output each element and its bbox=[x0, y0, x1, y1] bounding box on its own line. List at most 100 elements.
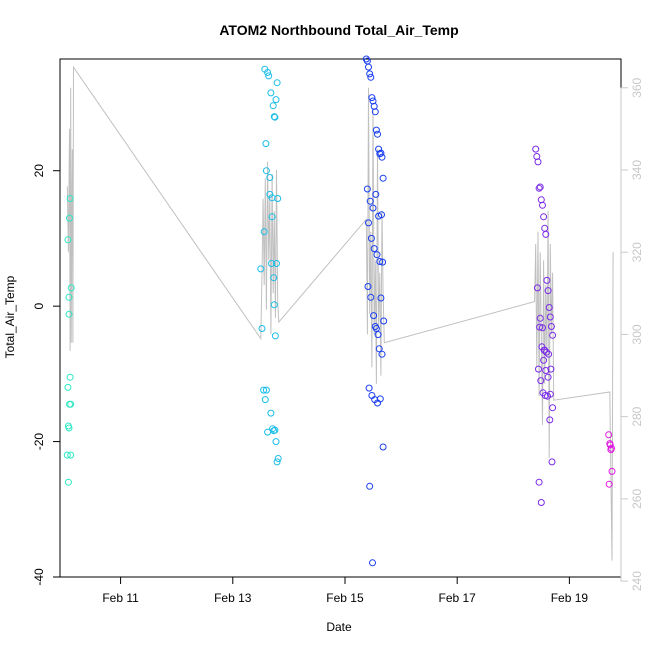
data-point bbox=[65, 310, 73, 318]
chart-title: ATOM2 Northbound Total_Air_Temp bbox=[219, 22, 458, 38]
data-point bbox=[544, 287, 552, 295]
data-point bbox=[545, 350, 553, 358]
data-point bbox=[539, 201, 546, 209]
data-point bbox=[542, 367, 550, 374]
data-point bbox=[540, 213, 548, 221]
data-point bbox=[548, 458, 556, 466]
data-point bbox=[543, 276, 551, 284]
data-point bbox=[377, 149, 385, 157]
data-point bbox=[606, 441, 614, 449]
data-point bbox=[536, 183, 544, 191]
data-point bbox=[270, 274, 278, 282]
data-point bbox=[371, 323, 379, 330]
data-point bbox=[547, 323, 555, 330]
y2-tick-label: 320 bbox=[630, 242, 644, 262]
data-point bbox=[365, 63, 372, 71]
data-point bbox=[64, 236, 72, 244]
data-point bbox=[546, 416, 554, 424]
y-tick-label: -20 bbox=[32, 433, 46, 451]
data-point bbox=[549, 404, 557, 412]
data-point bbox=[66, 400, 73, 408]
y-axis-label: Total_Air_Temp bbox=[3, 275, 17, 358]
data-point bbox=[374, 331, 382, 339]
data-point bbox=[605, 431, 613, 439]
data-point bbox=[371, 108, 379, 116]
data-point bbox=[273, 79, 281, 87]
y-tick-label: -40 bbox=[32, 568, 46, 586]
data-point bbox=[549, 331, 557, 339]
data-point bbox=[270, 113, 278, 121]
data-point bbox=[265, 72, 273, 80]
data-point bbox=[378, 211, 385, 219]
data-point bbox=[64, 478, 72, 486]
data-point bbox=[268, 260, 275, 267]
data-point bbox=[261, 396, 269, 404]
x-tick-label: Feb 19 bbox=[551, 591, 589, 605]
data-point bbox=[67, 451, 75, 459]
data-point bbox=[605, 480, 613, 488]
data-point bbox=[545, 304, 553, 311]
data-point bbox=[260, 228, 268, 236]
data-point bbox=[369, 559, 376, 567]
data-point bbox=[374, 130, 381, 138]
data-point bbox=[365, 219, 372, 227]
points-group bbox=[63, 55, 616, 567]
data-point bbox=[542, 348, 550, 356]
data-point bbox=[546, 313, 554, 321]
data-point bbox=[378, 153, 386, 161]
y2-tick-label: 240 bbox=[630, 571, 644, 591]
data-point bbox=[536, 323, 544, 331]
data-point bbox=[379, 258, 387, 266]
data-point bbox=[540, 356, 548, 364]
y2-tick-label: 360 bbox=[630, 77, 644, 97]
data-point bbox=[274, 455, 282, 462]
data-point bbox=[532, 145, 540, 153]
series-line bbox=[66, 65, 614, 561]
data-point bbox=[65, 293, 73, 301]
x-tick-label: Feb 17 bbox=[439, 591, 477, 605]
data-point bbox=[267, 89, 275, 97]
data-point bbox=[608, 444, 615, 452]
data-point bbox=[608, 467, 616, 475]
data-point bbox=[262, 386, 270, 394]
x-tick-label: Feb 11 bbox=[102, 591, 139, 605]
data-point bbox=[541, 224, 549, 232]
data-point bbox=[367, 293, 375, 301]
data-point bbox=[375, 145, 383, 153]
data-point bbox=[273, 458, 281, 466]
y2-tick-label: 340 bbox=[630, 160, 644, 180]
x-tick-label: Feb 15 bbox=[326, 591, 364, 605]
data-point bbox=[370, 245, 378, 253]
data-point bbox=[537, 377, 545, 385]
data-point bbox=[262, 167, 270, 175]
data-point bbox=[268, 194, 276, 202]
data-point bbox=[379, 174, 387, 182]
y2-tick-label: 280 bbox=[630, 406, 644, 426]
data-point bbox=[262, 140, 270, 148]
data-point bbox=[537, 499, 545, 506]
data-point bbox=[372, 190, 380, 198]
data-point bbox=[66, 214, 73, 222]
data-point bbox=[372, 126, 380, 134]
data-point bbox=[380, 317, 388, 325]
data-point bbox=[370, 312, 378, 320]
data-point bbox=[365, 384, 373, 392]
data-point bbox=[542, 230, 550, 238]
y-tick-label: 20 bbox=[32, 164, 46, 178]
data-point bbox=[367, 234, 375, 242]
data-point bbox=[373, 251, 381, 259]
data-point bbox=[264, 69, 272, 76]
data-point bbox=[66, 373, 74, 381]
axes-group: Feb 11 Feb 13 Feb 15 Feb 17 Feb 19 -40 -20 0 20 2… bbox=[32, 77, 644, 605]
data-point bbox=[368, 94, 376, 102]
data-point bbox=[535, 478, 543, 486]
data-point bbox=[534, 158, 542, 166]
data-point bbox=[271, 426, 279, 434]
data-point bbox=[366, 70, 374, 78]
series-line-group bbox=[66, 65, 614, 561]
data-point bbox=[378, 350, 386, 358]
data-point bbox=[363, 185, 371, 193]
x-tick-label: Feb 13 bbox=[214, 591, 252, 605]
data-point bbox=[260, 386, 268, 394]
